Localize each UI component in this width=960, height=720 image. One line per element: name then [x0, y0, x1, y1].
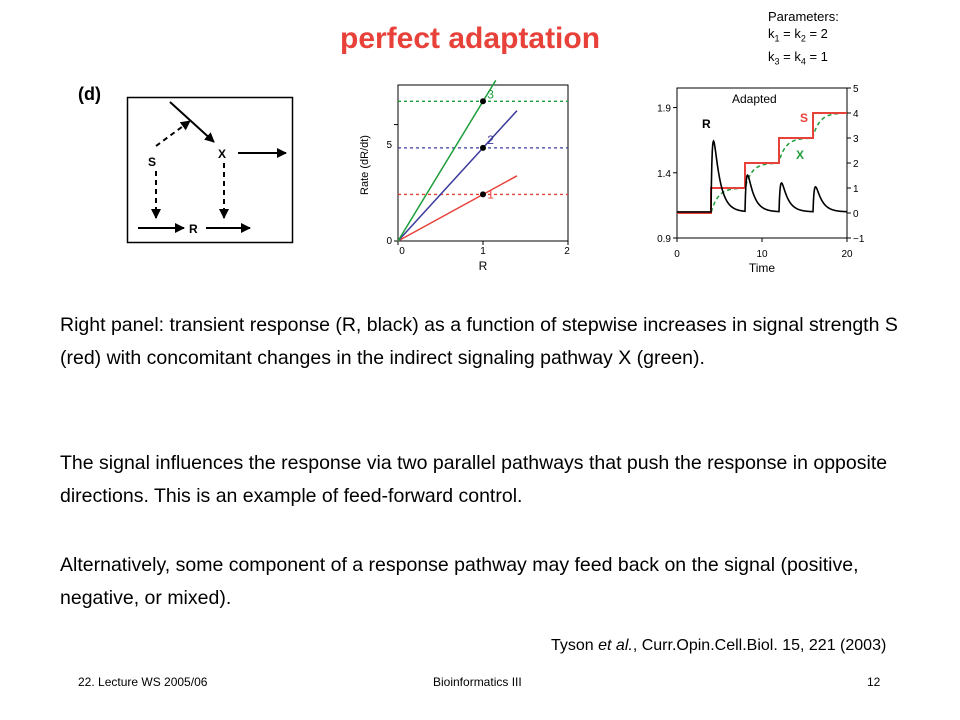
- left-tick-0.9: 0.9: [657, 234, 671, 245]
- s-series-label: S: [800, 111, 808, 125]
- paragraph-feed-forward: The signal influences the response via t…: [60, 452, 888, 507]
- paragraph-feedback: Alternatively, some component of a respo…: [60, 554, 859, 609]
- panel-label: (d): [78, 84, 101, 104]
- parameters-line-1: k1 = k2 = 2: [768, 26, 828, 44]
- r-series-label: R: [702, 117, 711, 131]
- production-line-2: [397, 110, 518, 242]
- slide-title: perfect adaptation: [340, 22, 601, 55]
- parameters-box: Parameters: k1 = k2 = 2 k3 = k4 = 1: [768, 8, 839, 70]
- time-tick-10: 10: [756, 249, 768, 260]
- adapted-time-course-chart: Adapted R S X 0 10 20 Time 0.9 1.4 1.9 −…: [657, 84, 865, 275]
- node-x: X: [218, 147, 226, 161]
- x-tick-2: 2: [564, 246, 570, 257]
- right-tick-4: 4: [853, 109, 859, 120]
- diagram-frame: [126, 96, 294, 244]
- left-tick-1.9: 1.9: [657, 104, 671, 115]
- x-axis-label: R: [479, 259, 488, 273]
- x-series-label: X: [796, 148, 804, 162]
- node-r: R: [189, 222, 198, 236]
- y-tick-0: 0: [386, 236, 392, 247]
- series-label-1: 1: [487, 187, 494, 201]
- steady-state-point-1: [480, 191, 486, 198]
- parameters-heading: Parameters:: [768, 9, 839, 24]
- series-label-3: 3: [487, 87, 494, 101]
- right-tick-minus1: −1: [853, 234, 865, 245]
- steady-state-point-2: [480, 144, 486, 151]
- steady-state-point-3: [480, 98, 486, 105]
- right-tick-0: 0: [853, 209, 859, 220]
- right-tick-2: 2: [853, 159, 859, 170]
- r-series-line: [677, 139, 848, 213]
- paragraph-right-panel: Right panel: transient response (R, blac…: [60, 314, 898, 369]
- footer-page-number: 12: [867, 675, 881, 689]
- citation: Tyson et al., Curr.Opin.Cell.Biol. 15, 2…: [551, 637, 887, 654]
- production-line-3: [397, 80, 497, 242]
- y-tick-5: 5: [386, 140, 392, 151]
- rate-balance-chart: 1 2 3 0 1 2 0 5 R Rate (dR/dt): [359, 80, 570, 273]
- time-tick-0: 0: [674, 249, 680, 260]
- footer-lecture: 22. Lecture WS 2005/06: [78, 675, 208, 689]
- y-axis-label: Rate (dR/dt): [359, 135, 371, 195]
- left-tick-1.4: 1.4: [657, 169, 671, 180]
- time-tick-20: 20: [841, 249, 853, 260]
- x-tick-1: 1: [480, 246, 486, 257]
- x-tick-0: 0: [399, 246, 405, 257]
- parameters-line-2: k3 = k4 = 1: [768, 48, 828, 67]
- signal-input-arrow: [169, 101, 215, 143]
- rate-plot-frame: [397, 84, 569, 242]
- right-tick-3: 3: [853, 134, 859, 145]
- footer-course: Bioinformatics III: [433, 675, 522, 689]
- series-label-2: 2: [487, 133, 494, 147]
- production-line-1: [397, 175, 518, 242]
- time-chart-title: Adapted: [732, 92, 777, 106]
- node-s: S: [148, 155, 156, 169]
- network-diagram: S X R: [126, 96, 294, 244]
- time-axis-label: Time: [749, 261, 776, 275]
- right-tick-5: 5: [853, 84, 859, 95]
- s-to-x-arrow: [155, 120, 191, 147]
- right-tick-1: 1: [853, 184, 859, 195]
